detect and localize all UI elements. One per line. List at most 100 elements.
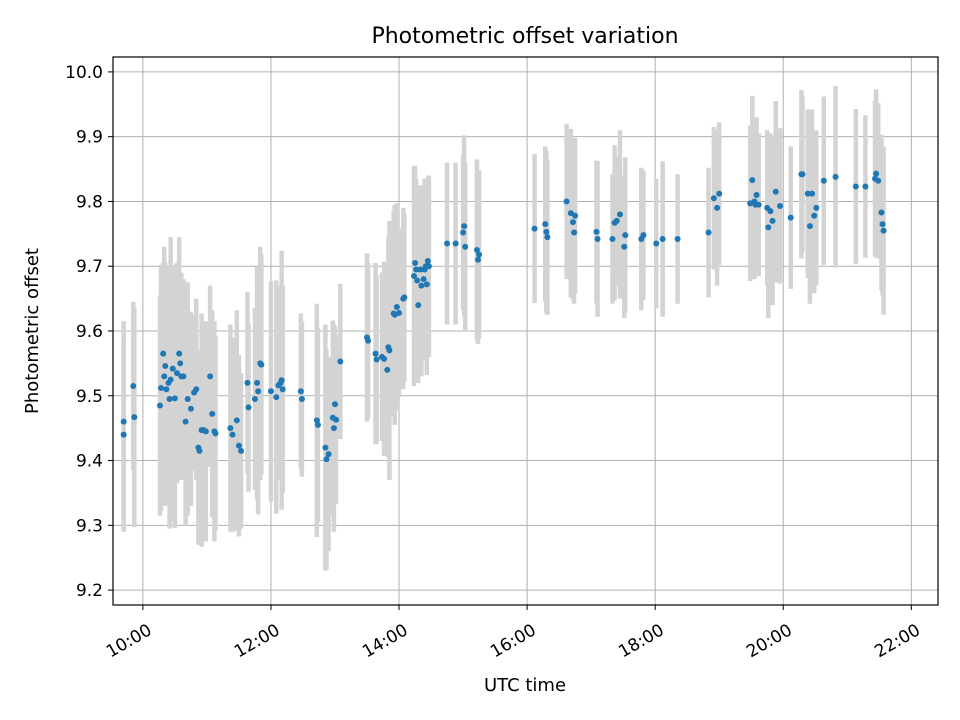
data-point (594, 236, 601, 243)
data-point (878, 209, 885, 216)
data-point (414, 277, 421, 284)
data-point (156, 402, 163, 409)
data-point (460, 229, 467, 236)
data-point (381, 355, 388, 362)
data-point (325, 451, 332, 458)
data-point (314, 421, 321, 428)
data-point (420, 276, 427, 283)
y-tick-label: 9.8 (76, 192, 103, 212)
data-point (767, 208, 774, 215)
data-point (772, 188, 779, 195)
data-point (423, 281, 430, 288)
data-point (444, 240, 451, 247)
data-point (621, 243, 628, 250)
data-point (476, 251, 483, 258)
data-point (609, 236, 616, 243)
data-point (177, 360, 184, 367)
data-point (169, 365, 176, 372)
data-point (323, 456, 330, 463)
data-point (207, 373, 214, 380)
data-point (424, 258, 431, 265)
data-point (563, 198, 570, 205)
data-point (769, 217, 776, 224)
data-point (879, 221, 886, 228)
data-point (330, 425, 337, 432)
data-point (777, 202, 784, 209)
data-point (813, 204, 820, 211)
data-point (425, 263, 432, 270)
data-point (401, 294, 408, 301)
data-point (120, 431, 127, 438)
data-point (337, 358, 344, 365)
data-point (322, 444, 329, 451)
data-point (473, 247, 480, 254)
data-point (531, 225, 538, 232)
data-point (313, 417, 320, 424)
data-point (811, 212, 818, 219)
data-point (384, 366, 391, 373)
data-point (880, 227, 887, 234)
data-point (753, 191, 760, 198)
y-axis: 9.2 9.3 9.4 9.5 9.6 9.7 9.8 9.9 10.0 (65, 63, 113, 601)
data-point (182, 418, 189, 425)
data-point (804, 190, 811, 197)
data-point (176, 350, 183, 357)
data-point (475, 256, 482, 263)
data-point (233, 417, 240, 424)
data-point (267, 388, 274, 395)
data-point (452, 240, 459, 247)
data-point (167, 376, 174, 383)
y-axis-label: Photometric offset (22, 248, 43, 414)
y-tick-label: 9.2 (76, 581, 103, 601)
data-point (202, 428, 209, 435)
data-point (873, 170, 880, 177)
data-point (809, 190, 816, 197)
data-point (852, 183, 859, 190)
data-point (184, 396, 191, 403)
data-point (799, 171, 806, 178)
data-point (251, 396, 258, 403)
y-tick-label: 9.3 (76, 516, 103, 536)
data-point (171, 395, 178, 402)
data-point (244, 379, 251, 386)
data-points (120, 170, 887, 463)
data-point (593, 228, 600, 235)
chart-title: Photometric offset variation (371, 24, 678, 49)
data-point (131, 414, 138, 421)
data-point (710, 195, 717, 202)
data-point (163, 386, 170, 393)
data-point (714, 204, 721, 211)
data-point (462, 243, 469, 250)
data-point (410, 272, 417, 279)
data-point (162, 362, 169, 369)
data-point (229, 431, 236, 438)
data-point (212, 430, 219, 437)
data-point (653, 240, 660, 247)
data-point (166, 396, 173, 403)
data-point (187, 405, 194, 412)
data-point (832, 173, 839, 180)
data-point (659, 236, 666, 243)
data-point (622, 232, 629, 239)
data-point (298, 396, 305, 403)
data-point (616, 211, 623, 218)
data-point (415, 302, 422, 309)
data-point (875, 177, 882, 184)
data-point (862, 183, 869, 190)
data-point (227, 425, 234, 432)
data-point (238, 447, 245, 454)
data-point (365, 337, 372, 344)
data-point (820, 177, 827, 184)
y-tick-label: 9.5 (76, 387, 103, 407)
data-point (765, 224, 772, 231)
data-point (297, 388, 304, 395)
data-point (278, 377, 285, 384)
data-point (418, 282, 425, 289)
data-point (279, 386, 286, 393)
x-axis-label: UTC time (484, 675, 566, 696)
data-point (417, 266, 424, 273)
data-point (209, 410, 216, 417)
data-point (413, 266, 420, 273)
data-point (333, 416, 340, 423)
